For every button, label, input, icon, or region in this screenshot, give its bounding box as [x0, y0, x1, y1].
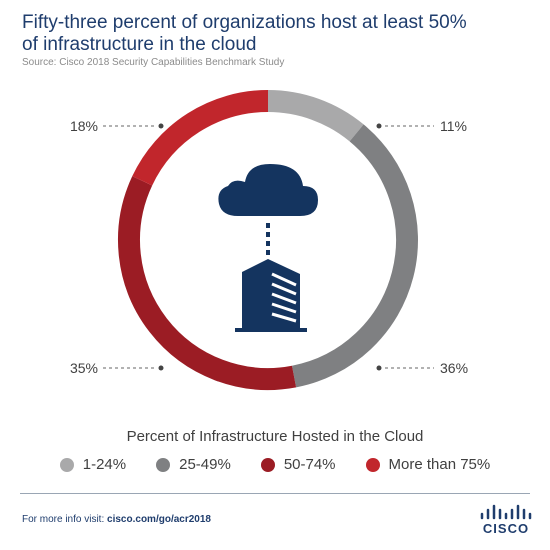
- data-label-50-74: 35%: [70, 360, 98, 376]
- legend-title: Percent of Infrastructure Hosted in the …: [126, 428, 424, 445]
- donut-slices: [118, 90, 418, 390]
- cisco-bars-icon: [480, 504, 532, 520]
- leader-lines: 11% 36% 35% 18%: [70, 118, 468, 376]
- legend-label: 50-74%: [283, 456, 336, 473]
- legend-label: 1-24%: [82, 456, 127, 473]
- donut-slice-50-74: [118, 176, 297, 390]
- footer: For more info visit: cisco.com/go/acr201…: [22, 514, 211, 525]
- cisco-logo: CISCO: [476, 503, 536, 536]
- cloud-building-icon: [218, 164, 318, 332]
- data-label-25-49: 36%: [440, 360, 468, 376]
- data-label-more-than-75: 18%: [70, 118, 98, 134]
- leader-dot: [158, 365, 164, 371]
- legend-item-25-49: 25-49%: [156, 456, 231, 473]
- legend-item-more-than-75: More than 75%: [365, 456, 491, 473]
- building-icon: [235, 259, 307, 332]
- legend-label: More than 75%: [388, 456, 491, 473]
- data-label-1-24: 11%: [440, 118, 467, 134]
- leader-dot: [376, 365, 382, 371]
- legend-swatch: [59, 457, 74, 472]
- chart-title: Fifty-three percent of organizations hos…: [22, 12, 467, 55]
- legend-swatch: [365, 457, 380, 472]
- legend-item-1-24: 1-24%: [59, 456, 127, 473]
- legend: 1-24% 25-49% 50-74% More than 75%: [0, 456, 550, 473]
- footer-text: For more info visit:: [22, 514, 108, 525]
- legend-swatch: [156, 457, 171, 472]
- donut-chart: 11% 36% 35% 18%: [70, 90, 468, 390]
- cloud-icon: [218, 164, 318, 216]
- footer-divider: [20, 493, 530, 494]
- legend-label: 25-49%: [179, 456, 231, 473]
- cisco-logo-text: CISCO: [482, 521, 530, 536]
- donut-slice-25-49: [291, 124, 418, 388]
- donut-slice-1-24: [267, 90, 364, 142]
- legend-item-50-74: 50-74%: [260, 456, 336, 473]
- chart-source: Source: Cisco 2018 Security Capabilities…: [22, 57, 285, 68]
- leader-dot: [376, 123, 382, 129]
- leader-dot: [158, 123, 164, 129]
- legend-swatch: [260, 457, 275, 472]
- donut-slice-more-than-75: [132, 90, 269, 186]
- footer-link[interactable]: cisco.com/go/acr2018: [107, 514, 211, 525]
